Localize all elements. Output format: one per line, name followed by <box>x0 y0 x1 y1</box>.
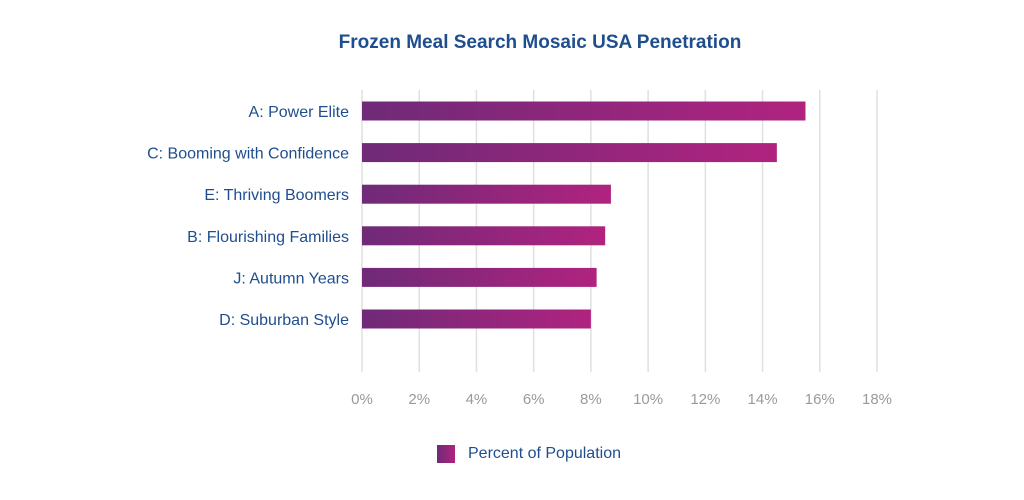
category-label: D: Suburban Style <box>219 312 349 329</box>
x-tick-label: 10% <box>633 391 663 408</box>
legend: Percent of Population <box>437 445 621 463</box>
category-label: C: Booming with Confidence <box>147 146 349 163</box>
bar <box>362 309 591 329</box>
x-tick-label: 8% <box>580 391 602 408</box>
x-tick-label: 18% <box>862 391 892 408</box>
bar <box>362 226 606 246</box>
x-tick-label: 12% <box>690 391 720 408</box>
category-label: J: Autumn Years <box>233 270 349 287</box>
bar <box>362 267 597 287</box>
x-tick-label: 2% <box>408 391 430 408</box>
bar <box>362 101 806 121</box>
category-label: B: Flourishing Families <box>187 229 349 246</box>
legend-swatch <box>437 445 455 463</box>
bar <box>362 184 611 204</box>
category-label: E: Thriving Boomers <box>204 187 349 204</box>
category-label: A: Power Elite <box>249 104 350 121</box>
x-tick-label: 16% <box>805 391 835 408</box>
x-tick-label: 0% <box>351 391 373 408</box>
bar <box>362 143 777 163</box>
legend-label: Percent of Population <box>468 445 621 462</box>
x-tick-label: 6% <box>523 391 545 408</box>
chart-title: Frozen Meal Search Mosaic USA Penetratio… <box>338 32 742 53</box>
x-tick-label: 14% <box>748 391 778 408</box>
x-tick-label: 4% <box>466 391 488 408</box>
